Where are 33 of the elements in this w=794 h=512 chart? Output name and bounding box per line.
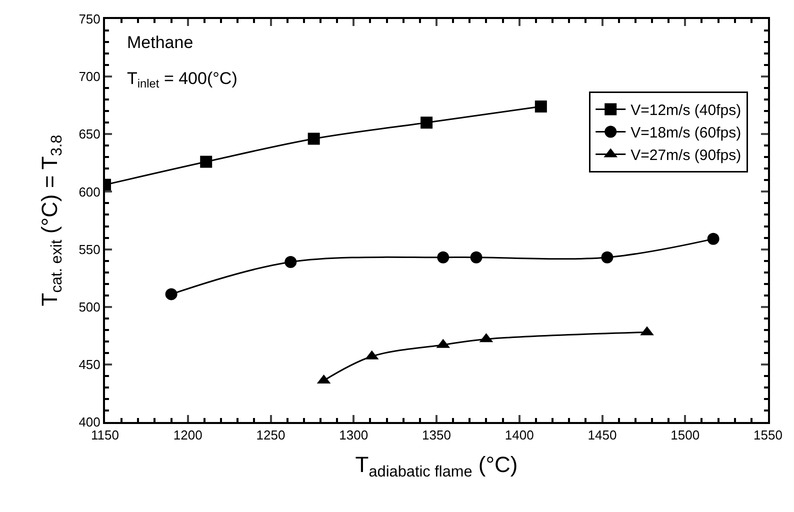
point — [707, 232, 720, 245]
y-tick-label: 700 — [78, 69, 100, 84]
x-tick-label: 1450 — [588, 428, 617, 443]
y-tick-label: 550 — [78, 242, 100, 257]
point — [534, 100, 547, 113]
legend-label: V=12m/s (40fps) — [630, 102, 742, 120]
x-tick-label: 1200 — [173, 428, 202, 443]
y-tick-label: 450 — [78, 356, 100, 372]
x-tick-label: 1300 — [339, 428, 368, 443]
y-tick-label: 400 — [78, 414, 100, 430]
point — [200, 156, 212, 168]
annotation: Methane — [127, 33, 194, 52]
point — [284, 256, 297, 268]
point — [437, 251, 450, 264]
x-tick-label: 1500 — [670, 428, 700, 443]
y-tick-label: 600 — [78, 184, 100, 200]
annotation: T$_{inlet}$ = 400(°C) — [127, 69, 238, 91]
x-axis-title: T$_{adiabatic flame}$ (°C) — [355, 452, 518, 481]
point — [601, 251, 614, 264]
y-tick-label: 500 — [78, 299, 100, 314]
point — [420, 116, 433, 129]
x-tick-label: 1550 — [754, 428, 782, 443]
x-tick-label: 1250 — [256, 428, 286, 443]
point — [470, 251, 482, 264]
y-tick-label: 750 — [78, 12, 100, 27]
legend-label: V=18m/s (60fps) — [630, 124, 742, 142]
legend-label: V=27m/s (90fps) — [630, 147, 742, 164]
x-tick-label: 1350 — [422, 428, 451, 443]
point — [308, 132, 320, 145]
x-tick-label: 1150 — [91, 428, 119, 443]
x-tick-label: 1400 — [504, 428, 534, 443]
point — [165, 288, 178, 300]
y-tick-label: 650 — [78, 126, 100, 142]
